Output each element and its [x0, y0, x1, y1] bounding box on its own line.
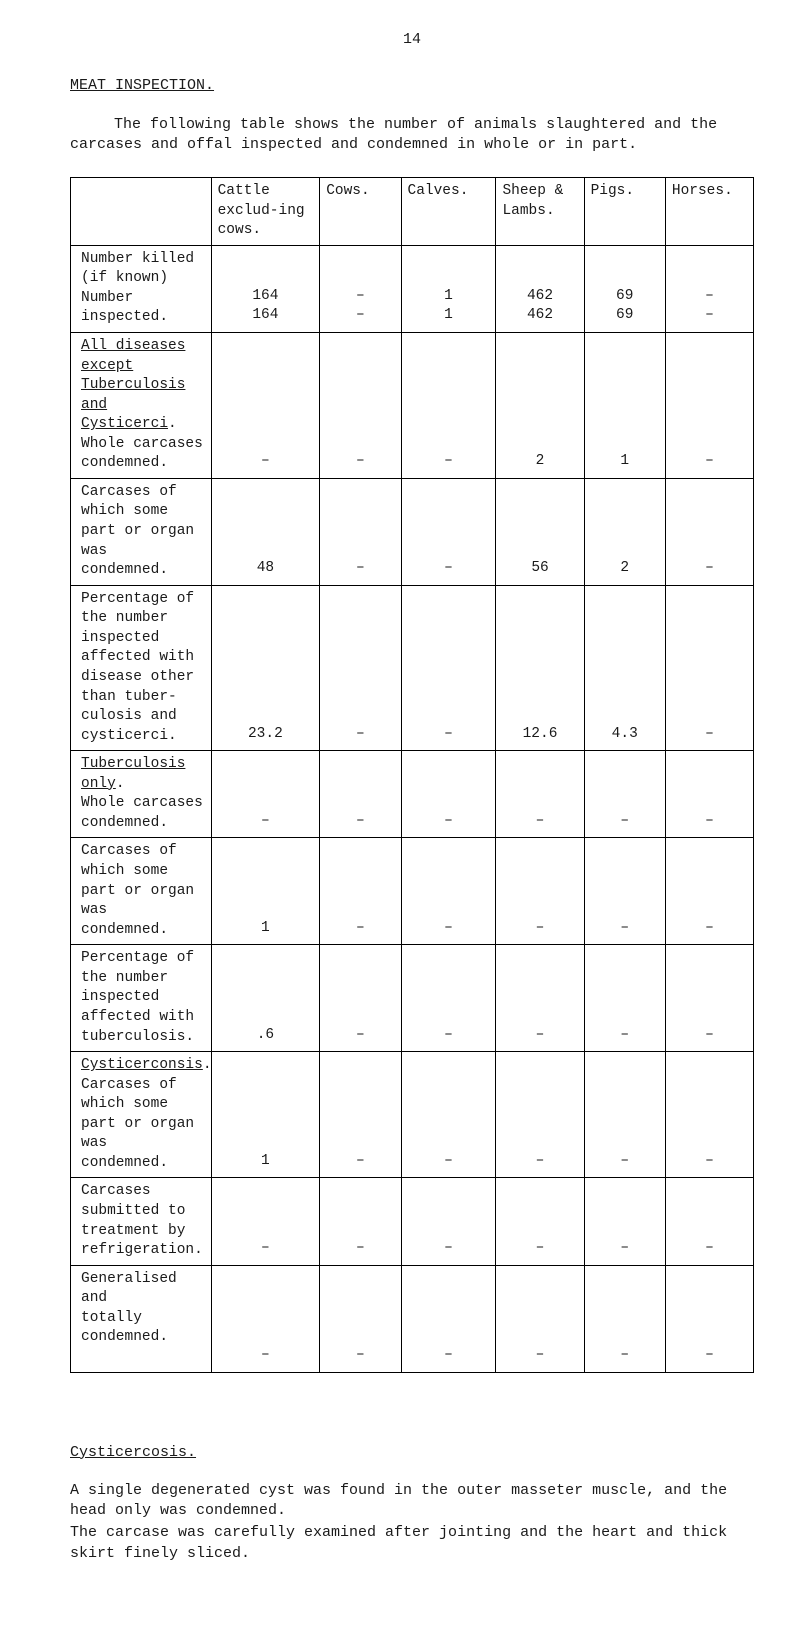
intro-paragraph: The following table shows the number of …	[70, 115, 754, 156]
row-value: –	[584, 1265, 665, 1372]
row-value: –	[584, 1052, 665, 1178]
row-value: –	[211, 1265, 320, 1372]
table-body: Number killed (if known)Number inspected…	[71, 245, 754, 1372]
row-value: –	[401, 838, 496, 945]
footer-section: Cysticercosis. A single degenerated cyst…	[70, 1443, 754, 1564]
row-value: –	[496, 1052, 584, 1178]
row-value: –	[496, 751, 584, 838]
row-value: –	[211, 332, 320, 478]
row-value: –	[401, 585, 496, 751]
row-value: –	[584, 945, 665, 1052]
row-value: –	[401, 751, 496, 838]
row-value: –	[320, 1178, 401, 1265]
header-sheep: Sheep & Lambs.	[496, 178, 584, 246]
row-value: –	[320, 945, 401, 1052]
row-label: Percentage of the numberinspected affect…	[71, 945, 212, 1052]
row-value: –	[665, 1178, 753, 1265]
header-cattle: Cattle exclud-ing cows.	[211, 178, 320, 246]
row-value: 4.3	[584, 585, 665, 751]
section-title: MEAT INSPECTION.	[70, 76, 754, 96]
row-value: .6	[211, 945, 320, 1052]
table-row: Carcases of which somepart or organ wasc…	[71, 478, 754, 585]
row-label: Carcases of which somepart or organ wasc…	[71, 838, 212, 945]
row-value: –	[665, 751, 753, 838]
row-value: –	[665, 945, 753, 1052]
table-header-row: Cattle exclud-ing cows. Cows. Calves. Sh…	[71, 178, 754, 246]
header-blank	[71, 178, 212, 246]
row-value: 23.2	[211, 585, 320, 751]
row-value: 462462	[496, 245, 584, 332]
row-label: Carcases of which somepart or organ wasc…	[71, 478, 212, 585]
table-row: Carcases submitted totreatment byrefrige…	[71, 1178, 754, 1265]
table-row: Generalised andtotally condemned. ––––––	[71, 1265, 754, 1372]
row-value: 1	[211, 838, 320, 945]
row-value: –	[320, 478, 401, 585]
row-value: –	[211, 1178, 320, 1265]
row-value: 11	[401, 245, 496, 332]
footer-paragraph-1: A single degenerated cyst was found in t…	[70, 1481, 754, 1522]
table-row: Tuberculosis only.Whole carcases condemn…	[71, 751, 754, 838]
row-value: –	[320, 1052, 401, 1178]
row-value: –	[401, 1052, 496, 1178]
row-value: 2	[496, 332, 584, 478]
row-value: –	[320, 332, 401, 478]
row-value: 164164	[211, 245, 320, 332]
header-cows: Cows.	[320, 178, 401, 246]
row-value: –	[401, 1178, 496, 1265]
row-value: 6969	[584, 245, 665, 332]
row-value: 12.6	[496, 585, 584, 751]
row-value: –	[665, 838, 753, 945]
row-value: –	[320, 585, 401, 751]
row-value: –	[496, 1178, 584, 1265]
row-label: All diseasesexcept Tuberculosisand Cysti…	[71, 332, 212, 478]
row-value: –	[320, 1265, 401, 1372]
row-value: ––	[320, 245, 401, 332]
row-value: –	[401, 945, 496, 1052]
table-row: Percentage of the numberinspected affect…	[71, 585, 754, 751]
row-label: Percentage of the numberinspected affect…	[71, 585, 212, 751]
row-value: 1	[584, 332, 665, 478]
row-value: –	[665, 585, 753, 751]
row-value: 48	[211, 478, 320, 585]
page-number: 14	[70, 30, 754, 50]
table-row: All diseasesexcept Tuberculosisand Cysti…	[71, 332, 754, 478]
row-value: –	[665, 478, 753, 585]
row-value: 2	[584, 478, 665, 585]
row-value: –	[496, 838, 584, 945]
row-value: –	[496, 1265, 584, 1372]
row-value: –	[401, 332, 496, 478]
row-value: –	[320, 751, 401, 838]
table-row: Percentage of the numberinspected affect…	[71, 945, 754, 1052]
header-pigs: Pigs.	[584, 178, 665, 246]
header-calves: Calves.	[401, 178, 496, 246]
row-value: –	[665, 332, 753, 478]
row-value: –	[401, 478, 496, 585]
inspection-table: Cattle exclud-ing cows. Cows. Calves. Sh…	[70, 177, 754, 1373]
row-value: –	[665, 1052, 753, 1178]
row-value: –	[584, 751, 665, 838]
row-label: Carcases submitted totreatment byrefrige…	[71, 1178, 212, 1265]
table-row: Number killed (if known)Number inspected…	[71, 245, 754, 332]
row-label: Number killed (if known)Number inspected…	[71, 245, 212, 332]
row-label: Cysticerconsis.Carcases of which somepar…	[71, 1052, 212, 1178]
row-value: 1	[211, 1052, 320, 1178]
row-value: ––	[665, 245, 753, 332]
row-value: –	[496, 945, 584, 1052]
row-label: Generalised andtotally condemned.	[71, 1265, 212, 1372]
header-horses: Horses.	[665, 178, 753, 246]
row-value: –	[211, 751, 320, 838]
row-value: –	[320, 838, 401, 945]
table-row: Carcases of which somepart or organ wasc…	[71, 838, 754, 945]
row-value: –	[584, 1178, 665, 1265]
row-value: 56	[496, 478, 584, 585]
footer-paragraph-2: The carcase was carefully examined after…	[70, 1523, 754, 1564]
row-value: –	[584, 838, 665, 945]
footer-heading: Cysticercosis.	[70, 1443, 754, 1463]
row-value: –	[665, 1265, 753, 1372]
row-value: –	[401, 1265, 496, 1372]
row-label: Tuberculosis only.Whole carcases condemn…	[71, 751, 212, 838]
table-row: Cysticerconsis.Carcases of which somepar…	[71, 1052, 754, 1178]
